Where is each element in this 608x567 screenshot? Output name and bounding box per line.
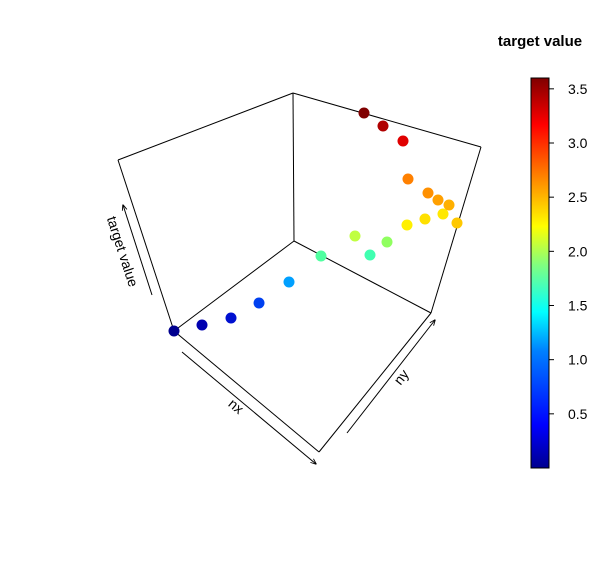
x-axis-arrow [181,351,316,464]
data-point [401,219,413,231]
colorbar-tick-label: 3.5 [568,81,588,97]
y-axis-arrow [346,320,435,434]
data-point [397,135,409,147]
data-point [253,297,265,309]
z-axis-arrow [123,205,153,296]
data-point [419,213,431,225]
data-point [377,120,389,132]
colorbar-tick-label: 1.0 [568,352,588,368]
box-frame [117,92,482,453]
legend-title: target value [498,33,582,50]
data-point [437,208,449,220]
colorbar [530,77,550,469]
data-points [168,107,463,337]
data-point [364,249,376,261]
y-axis-label: ny [390,366,412,388]
colorbar-tick-label: 2.5 [568,189,588,205]
data-point [402,173,414,185]
data-point [432,194,444,206]
x-axis-label: nx [225,395,247,417]
colorbar-ticks: 0.5 1.0 1.5 2.0 2.5 3.0 3.5 [549,81,588,422]
data-point [315,250,327,262]
colorbar-tick-label: 2.0 [568,243,588,259]
colorbar-tick-label: 3.0 [568,135,588,151]
data-point [283,276,295,288]
colorbar-tick-label: 1.5 [568,298,588,314]
data-point [168,325,180,337]
data-point [443,199,455,211]
colorbar-tick-label: 0.5 [568,406,588,422]
data-point [358,107,370,119]
data-point [422,187,434,199]
data-point [196,319,208,331]
data-point [381,236,393,248]
data-point [349,230,361,242]
z-axis-label: target value [104,214,142,289]
data-point [225,312,237,324]
data-point [451,217,463,229]
